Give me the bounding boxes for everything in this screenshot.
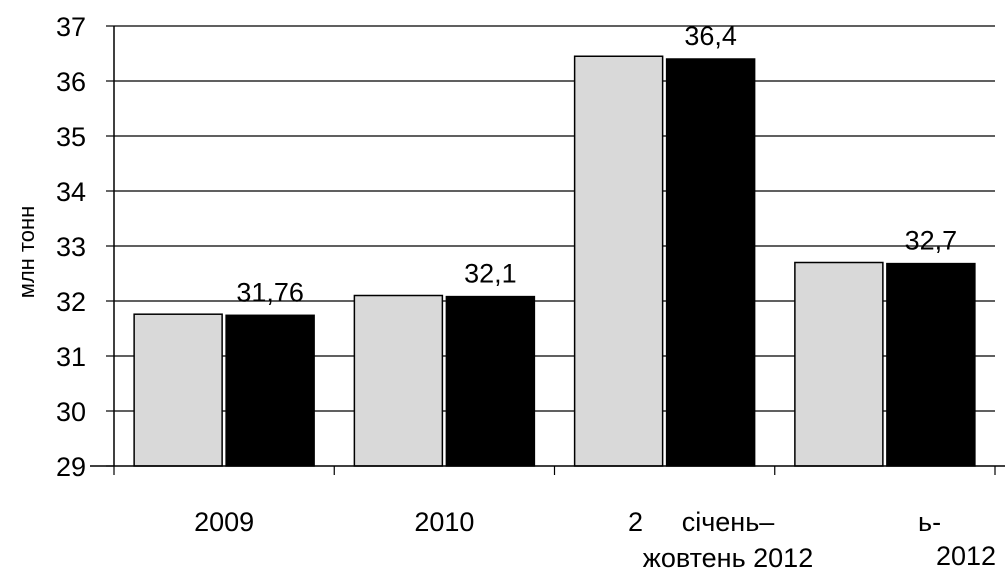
category-overlay-label: січень– жовтень 2012	[642, 507, 814, 573]
y-tick-label-33: 33	[56, 232, 86, 262]
bar-2-0	[573, 55, 664, 467]
x-tick-label-1: 2010	[414, 507, 474, 537]
data-label-0: 31,76	[236, 277, 304, 307]
y-tick-label-36: 36	[56, 67, 86, 97]
bar-1-1	[445, 295, 536, 467]
bar-0-1	[225, 314, 315, 467]
bar-1-0	[353, 294, 444, 467]
data-label-1: 32,1	[464, 259, 517, 289]
x-tick-label-0: 2009	[194, 507, 254, 537]
y-tick-label-30: 30	[56, 397, 86, 427]
y-tick-label-32: 32	[56, 287, 86, 317]
data-labels: 31,76 32,1 36,4 32,7	[236, 21, 957, 307]
x-tick-label-4: 2012	[936, 541, 996, 571]
y-tick-label-31: 31	[56, 342, 86, 372]
bar-0-0	[133, 313, 223, 467]
x-tick-label-3: ь-	[918, 507, 941, 537]
data-label-2: 36,4	[684, 21, 737, 51]
bar-3-0	[794, 261, 884, 467]
y-axis-title: млн тонн	[14, 206, 39, 299]
y-tick-label-37: 37	[56, 12, 86, 42]
y-tick-labels: 29 30 31 32 33 34 35 36 37	[56, 12, 86, 482]
bars	[133, 55, 976, 467]
y-tick-label-34: 34	[56, 177, 86, 207]
overlay-line-1: січень–	[681, 507, 775, 537]
y-tick-label-29: 29	[56, 452, 86, 482]
axes	[90, 25, 1005, 475]
overlay-line-2: жовтень 2012	[642, 543, 814, 573]
x-tick-labels: 2009201020ь-2012	[194, 507, 996, 571]
y-tick-label-35: 35	[56, 122, 86, 152]
bar-3-1	[886, 262, 976, 467]
data-label-3: 32,7	[905, 226, 958, 256]
bar-2-1	[665, 58, 756, 467]
